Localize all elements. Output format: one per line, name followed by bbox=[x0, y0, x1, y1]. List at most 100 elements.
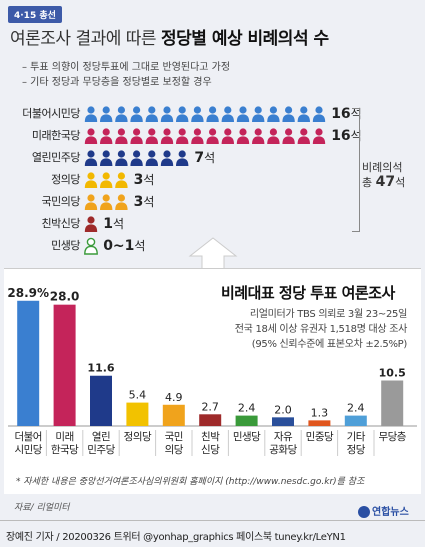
person-seat-icon bbox=[312, 128, 326, 144]
person-seat-icon bbox=[100, 150, 113, 166]
category-tick-label: 신당 bbox=[201, 444, 220, 456]
person-seat-icon bbox=[84, 150, 98, 166]
category-tick-label: 민중당 bbox=[306, 431, 334, 443]
category-tick-label: 무당층 bbox=[378, 431, 406, 443]
person-seat-icon bbox=[252, 106, 265, 122]
total-brace bbox=[352, 108, 360, 232]
person-seat-icon bbox=[84, 172, 98, 188]
bar-value-label: 1.3 bbox=[311, 406, 329, 419]
seat-count-number: 0~1 bbox=[103, 238, 135, 254]
person-seat-icon bbox=[130, 106, 143, 122]
seat-count-unit: 석 bbox=[134, 239, 146, 253]
seat-count-number: 3 bbox=[133, 172, 144, 188]
bar-value-label: 5.4 bbox=[129, 389, 147, 402]
bar bbox=[381, 380, 404, 426]
seat-party-label: 열린민주당 bbox=[31, 151, 81, 164]
up-arrow-icon bbox=[188, 237, 238, 272]
seat-count: 16석 bbox=[331, 127, 362, 144]
total-seats-label: 비례의석 총 47석 bbox=[362, 160, 405, 190]
category-tick-label: 의당 bbox=[165, 444, 184, 456]
category-tick-label: 정당 bbox=[347, 444, 366, 456]
person-seat-icon bbox=[236, 128, 250, 144]
person-seat-icon bbox=[130, 150, 143, 166]
logo-text: 연합뉴스 bbox=[372, 507, 409, 518]
logo-mark-icon bbox=[358, 506, 370, 518]
seat-count-number: 1 bbox=[103, 216, 113, 232]
bar bbox=[344, 415, 367, 426]
person-seat-icon bbox=[206, 128, 219, 144]
bar bbox=[126, 402, 149, 426]
seat-party-label: 민생당 bbox=[51, 239, 80, 252]
person-seat-icon bbox=[100, 172, 113, 188]
person-seat-icon bbox=[84, 106, 98, 122]
person-seat-icon bbox=[115, 128, 128, 144]
source: 자료/ 리얼미터 bbox=[14, 503, 70, 513]
bar-value-label: 2.4 bbox=[347, 402, 365, 415]
person-seat-icon bbox=[282, 128, 295, 144]
person-seat-icon bbox=[100, 106, 113, 122]
seat-projection: 더불어시민당 16석 미래한국당 16석 열린민주당 7석 정의당 3석 국민의당 3석 친박신당 1… bbox=[0, 96, 425, 266]
bar-value-label: 2.7 bbox=[201, 400, 219, 413]
seat-count-number: 3 bbox=[133, 194, 144, 210]
person-seat-icon bbox=[160, 150, 174, 166]
seat-count-unit: 석 bbox=[204, 151, 216, 165]
assumption-note-2: – 기타 정당과 무당층을 정당별로 보정할 경우 bbox=[22, 77, 212, 88]
logo: 연합뉴스 bbox=[358, 503, 409, 518]
category-tick-label: 공화당 bbox=[269, 444, 297, 456]
person-seat-icon bbox=[145, 106, 158, 122]
seat-count-unit: 석 bbox=[143, 195, 155, 209]
seat-count-unit: 석 bbox=[143, 173, 155, 187]
credit-line: 장예진 기자 / 20200326 트위터 @yonhap_graphics 페… bbox=[6, 532, 346, 543]
person-seat-icon bbox=[130, 128, 143, 144]
person-seat-icon bbox=[267, 128, 280, 144]
person-seat-icon bbox=[206, 106, 219, 122]
person-seat-icon bbox=[84, 194, 98, 210]
person-seat-icon bbox=[115, 194, 128, 210]
person-seat-icon bbox=[297, 106, 310, 122]
person-seat-icon bbox=[282, 106, 295, 122]
person-seat-icon bbox=[100, 128, 113, 144]
poll-subtitle-3: (95% 신뢰수준에 표본오차 ±2.5%P) bbox=[251, 339, 408, 350]
category-tick-label: 국민 bbox=[165, 431, 183, 443]
footnote: * 자세한 내용은 중앙선거여론조사심의위원회 홈페이지 (http://www… bbox=[16, 477, 365, 487]
seat-count: 7석 bbox=[194, 149, 215, 166]
page-title: 여론조사 결과에 따른 정당별 예상 비례의석 수 bbox=[10, 24, 329, 49]
person-seat-icon bbox=[191, 106, 204, 122]
person-seat-icon bbox=[84, 237, 98, 255]
seat-party-label: 정의당 bbox=[51, 173, 80, 186]
person-seat-icon bbox=[312, 106, 326, 122]
category-tick-label: 정의당 bbox=[124, 431, 152, 443]
bar bbox=[199, 414, 222, 426]
bar-value-label: 2.4 bbox=[238, 402, 256, 415]
bar-value-label: 2.0 bbox=[274, 403, 292, 416]
bar bbox=[53, 304, 76, 426]
person-seat-icon bbox=[252, 128, 265, 144]
poll-subtitle-1: 리얼미터가 TBS 의뢰로 3월 23~25일 bbox=[249, 309, 407, 320]
total-number: 47 bbox=[375, 174, 396, 190]
total-seats-caption: 비례의석 bbox=[362, 161, 403, 174]
footer-divider bbox=[0, 520, 425, 521]
seat-count-unit: 석 bbox=[350, 107, 362, 121]
person-seat-icon bbox=[100, 194, 113, 210]
seat-party-label: 국민의당 bbox=[41, 195, 81, 208]
seat-party-label: 더불어시민당 bbox=[22, 107, 80, 120]
seat-count-number: 16 bbox=[331, 128, 351, 144]
seat-count-unit: 석 bbox=[112, 217, 124, 231]
title-highlight: 정당별 예상 비례의석 수 bbox=[160, 29, 329, 49]
person-seat-icon bbox=[267, 106, 280, 122]
seat-count-unit: 석 bbox=[350, 129, 362, 143]
person-seat-icon bbox=[176, 128, 189, 144]
bar bbox=[17, 300, 40, 426]
person-seat-icon bbox=[160, 106, 174, 122]
person-seat-icon bbox=[221, 128, 234, 144]
person-seat-icon bbox=[145, 150, 158, 166]
person-seat-icon bbox=[297, 128, 310, 144]
seat-count: 16석 bbox=[331, 105, 362, 122]
bar-value-label: 11.6 bbox=[87, 362, 114, 375]
poll-chart-title: 비례대표 정당 투표 여론조사 bbox=[221, 284, 395, 302]
category-tick-label: 열린 bbox=[92, 431, 110, 443]
title-plain: 여론조사 결과에 따른 bbox=[10, 29, 161, 49]
bar-value-label: 4.9 bbox=[165, 391, 183, 404]
person-seat-icon bbox=[145, 128, 158, 144]
